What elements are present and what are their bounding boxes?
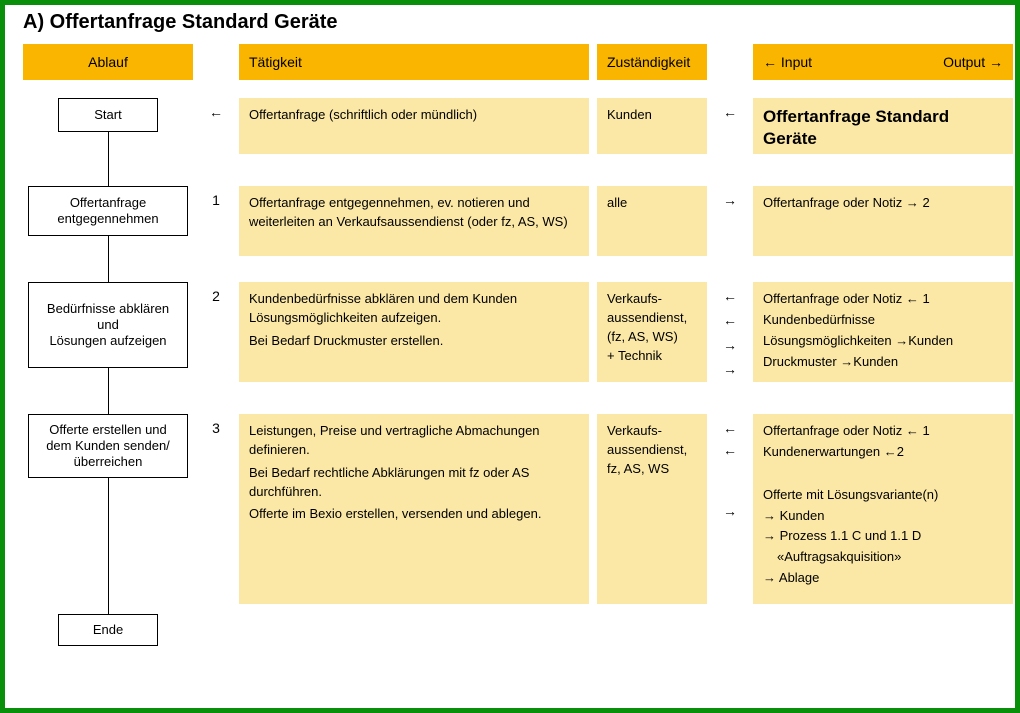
t-r3-2: Bei Bedarf rechtliche Abklärungen mit fz… [249,464,579,502]
flow-step1-col: Offertanfrage entgegennehmen [23,186,193,264]
t-r2-2: Bei Bedarf Druckmuster erstellen. [249,332,579,351]
num-r1: 1 [201,186,231,264]
io-r2-3: Lösungsmöglichkeiten →Kunden [763,332,1003,351]
arrow-icon: ← [723,418,737,438]
io-r1: Offertanfrage oder Notiz → 2 [753,186,1013,256]
taetigkeit-r2: Kundenbedürfnisse abklären und dem Kunde… [239,282,589,382]
diagram-grid: Ablauf Tätigkeit Zuständigkeit ← Input O… [23,44,1001,654]
io-arrow-r0: ← [715,98,745,168]
io-r3: Offertanfrage oder Notiz ← 1 Kundenerwar… [753,414,1013,604]
header-taetigkeit: Tätigkeit [239,44,589,80]
flow-step1-box: Offertanfrage entgegennehmen [28,186,188,236]
flow-connector [108,478,109,614]
io-r3-3: Offerte mit Lösungsvariante(n) [763,486,1003,505]
header-input-label: ← Input [763,54,812,70]
io-r0: Offertanfrage Standard Geräte [753,98,1013,154]
flow-gap3 [23,392,193,414]
io-r3-5: → Prozess 1.1 C und 1.1 D [763,527,1003,546]
header-zustaendigkeit: Zuständigkeit [597,44,707,80]
flow-end-col: Ende [23,614,193,654]
arrow-icon: → [723,335,737,355]
header-output-label: Output → [943,54,1003,70]
io-r2-4: Druckmuster →Kunden [763,353,1003,372]
io-r3-2: Kundenerwartungen ←2 [763,443,1003,462]
flow-gap [23,80,193,98]
io-gap [763,464,1003,486]
flow-step2-box: Bedürfnisse abklären und Lösungen aufzei… [28,282,188,368]
arrow-icon: ← [723,286,737,306]
flow-step2-col: Bedürfnisse abklären und Lösungen aufzei… [23,282,193,392]
io-r2: Offertanfrage oder Notiz ← 1 Kundenbedür… [753,282,1013,382]
io-r1-1: Offertanfrage oder Notiz → 2 [763,194,1003,213]
io-r3-6: «Auftragsakquisition» [763,548,1003,567]
t-r3-3: Offerte im Bexio erstellen, versenden un… [249,505,579,524]
flow-connector [108,132,109,168]
num-r3: 3 [201,414,231,614]
io-arrow-r1: → [715,186,745,264]
header-input-output: ← Input Output → [753,44,1013,80]
flow-connector [108,368,109,392]
flow-gap1 [23,168,193,186]
zust-r2: Verkaufs-aussendienst, (fz, AS, WS) + Te… [597,282,707,382]
zust-r1: alle [597,186,707,256]
header-spacer [201,44,231,80]
taetigkeit-r3: Leistungen, Preise und vertragliche Abma… [239,414,589,604]
num-r2: 2 [201,282,231,392]
flow-start-box: Start [58,98,158,132]
arrow-icon: → [723,359,737,379]
flow-connector [108,236,109,264]
flow-gap2 [23,264,193,282]
io-r3-7: → Ablage [763,569,1003,588]
zust-r3: Verkaufs-aussendienst, fz, AS, WS [597,414,707,604]
arrow-icon: → [723,501,737,521]
t-r2-1: Kundenbedürfnisse abklären und dem Kunde… [249,290,579,328]
flow-step3-col: Offerte erstellen und dem Kunden senden/… [23,414,193,614]
arrow-r0: ← [201,98,231,168]
flow-end-box: Ende [58,614,158,646]
t-r3-1: Leistungen, Preise und vertragliche Abma… [249,422,579,460]
io-arrows-r2: ← ← → → [715,282,745,392]
io-r2-1: Offertanfrage oder Notiz ← 1 [763,290,1003,309]
header-spacer2 [715,44,745,80]
arrow-icon: ← [723,440,737,460]
arrow-icon: ← [723,310,737,330]
zust-r0: Kunden [597,98,707,154]
io-r2-2: Kundenbedürfnisse [763,311,1003,330]
taetigkeit-r1: Offertanfrage entgegennehmen, ev. notier… [239,186,589,256]
page-title: A) Offertanfrage Standard Geräte [23,11,1001,34]
io-r3-1: Offertanfrage oder Notiz ← 1 [763,422,1003,441]
flow-step3-box: Offerte erstellen und dem Kunden senden/… [28,414,188,478]
io-arrows-r3: ← ← → [715,414,745,614]
io-r3-4: → Kunden [763,507,1003,526]
flow-start-col: Start [23,98,193,168]
process-diagram: A) Offertanfrage Standard Geräte Ablauf … [0,0,1020,713]
taetigkeit-r0: Offertanfrage (schriftlich oder mündlich… [239,98,589,154]
header-ablauf: Ablauf [23,44,193,80]
